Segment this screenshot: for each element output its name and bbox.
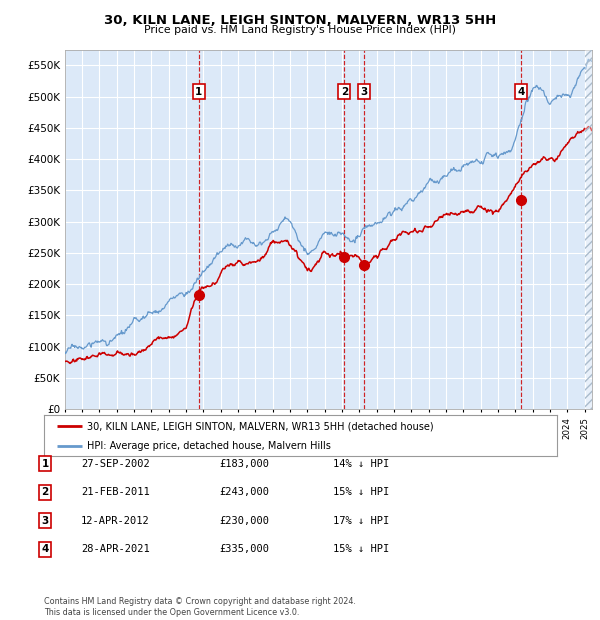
Bar bbox=[584, 50, 592, 409]
Text: 12-APR-2012: 12-APR-2012 bbox=[81, 516, 150, 526]
Text: 15% ↓ HPI: 15% ↓ HPI bbox=[333, 487, 389, 497]
Text: 15% ↓ HPI: 15% ↓ HPI bbox=[333, 544, 389, 554]
Text: 14% ↓ HPI: 14% ↓ HPI bbox=[333, 459, 389, 469]
Text: 28-APR-2021: 28-APR-2021 bbox=[81, 544, 150, 554]
Text: £335,000: £335,000 bbox=[219, 544, 269, 554]
Text: Price paid vs. HM Land Registry's House Price Index (HPI): Price paid vs. HM Land Registry's House … bbox=[144, 25, 456, 35]
Text: 4: 4 bbox=[517, 87, 525, 97]
Text: 21-FEB-2011: 21-FEB-2011 bbox=[81, 487, 150, 497]
Text: 2: 2 bbox=[341, 87, 348, 97]
Text: HPI: Average price, detached house, Malvern Hills: HPI: Average price, detached house, Malv… bbox=[88, 441, 331, 451]
Text: 3: 3 bbox=[41, 516, 49, 526]
Text: £243,000: £243,000 bbox=[219, 487, 269, 497]
Text: 1: 1 bbox=[196, 87, 203, 97]
Text: £183,000: £183,000 bbox=[219, 459, 269, 469]
Text: 30, KILN LANE, LEIGH SINTON, MALVERN, WR13 5HH (detached house): 30, KILN LANE, LEIGH SINTON, MALVERN, WR… bbox=[88, 421, 434, 432]
Text: 4: 4 bbox=[41, 544, 49, 554]
Text: 30, KILN LANE, LEIGH SINTON, MALVERN, WR13 5HH: 30, KILN LANE, LEIGH SINTON, MALVERN, WR… bbox=[104, 14, 496, 27]
Text: 27-SEP-2002: 27-SEP-2002 bbox=[81, 459, 150, 469]
Text: 17% ↓ HPI: 17% ↓ HPI bbox=[333, 516, 389, 526]
Text: 2: 2 bbox=[41, 487, 49, 497]
Text: Contains HM Land Registry data © Crown copyright and database right 2024.
This d: Contains HM Land Registry data © Crown c… bbox=[44, 598, 356, 617]
Text: £230,000: £230,000 bbox=[219, 516, 269, 526]
Text: 3: 3 bbox=[361, 87, 368, 97]
Text: 1: 1 bbox=[41, 459, 49, 469]
Bar bbox=[584, 50, 592, 409]
